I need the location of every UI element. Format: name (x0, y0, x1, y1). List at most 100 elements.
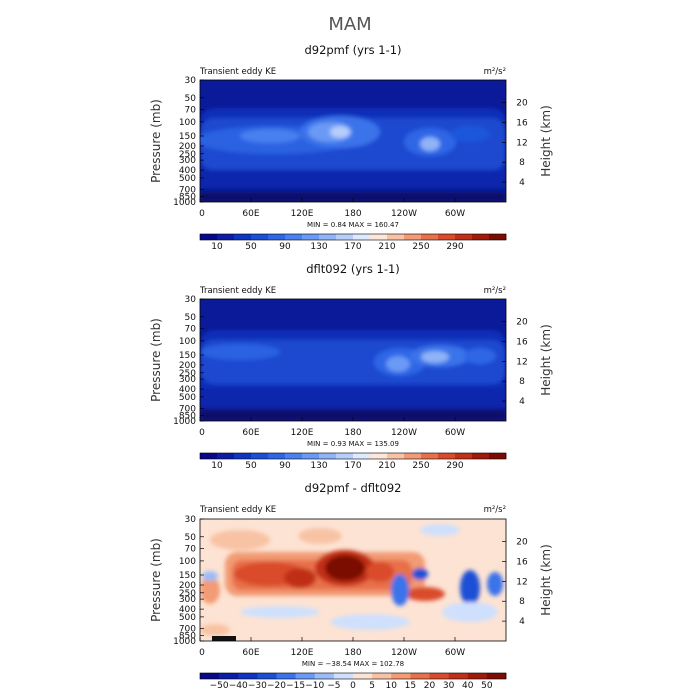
y-axis-label: Pressure (mb) (149, 99, 163, 183)
pressure-tick-label: 30 (185, 295, 197, 305)
panel-2-colorbar: 10 50 90 130 170 210 250 290 (199, 452, 507, 471)
colorbar-swatch (200, 673, 220, 679)
colorbar-label: −5 (327, 681, 340, 691)
colorbar-label: 170 (344, 242, 361, 252)
lon-tick-label: 0 (199, 209, 205, 219)
colorbar-label: 40 (462, 681, 474, 691)
lon-tick-label: 120W (391, 648, 417, 658)
panel-1-colorbar: 10 50 90 130 170 210 250 290 (199, 233, 507, 252)
colorbar-swatch (251, 453, 269, 459)
colorbar-swatch (455, 234, 473, 240)
colorbar-swatch (391, 673, 411, 679)
pressure-tick-label: 50 (185, 533, 197, 543)
pressure-tick-label: 500 (179, 613, 196, 623)
colorbar-label: −50 (210, 681, 229, 691)
colorbar-label: 10 (211, 242, 223, 252)
colorbar-label: 50 (245, 461, 257, 471)
panel-2: dflt092 (yrs 1-1) Transient eddy KE m²/s… (149, 262, 553, 471)
colorbar-swatch (336, 453, 354, 459)
pressure-tick-label: 850 (179, 411, 196, 421)
colorbar-label: 15 (405, 681, 416, 691)
height-tick-label: 16 (516, 557, 528, 567)
colorbar-label: 50 (245, 242, 257, 252)
colorbar-label: 30 (443, 681, 455, 691)
colorbar-swatch (467, 673, 488, 679)
pressure-tick-label: 700 (179, 625, 196, 635)
pressure-tick-label: 300 (179, 156, 196, 166)
lon-tick-label: 120W (391, 209, 417, 219)
pressure-tick-label: 400 (179, 166, 196, 176)
colorbar-swatch (238, 673, 258, 679)
colorbar-swatch (234, 234, 252, 240)
height-tick-label: 4 (519, 178, 525, 188)
height-tick-label: 12 (516, 357, 527, 367)
colorbar-swatch (472, 234, 490, 240)
pressure-tick-label: 30 (185, 76, 197, 86)
colorbar-label: −15 (286, 681, 305, 691)
colorbar-swatch (353, 453, 371, 459)
colorbar-swatch (276, 673, 296, 679)
colorbar-swatch (421, 453, 439, 459)
pressure-tick-label: 150 (179, 571, 196, 581)
colorbar-swatch (319, 453, 337, 459)
colorbar-swatch (404, 234, 422, 240)
pressure-tick-label: 700 (179, 405, 196, 415)
panel-3-colorbar: −50 −40 −30 −20 −15 −10 −5 0 5 10 15 20 30 40 50 (199, 672, 507, 691)
panel-2-plot-area (200, 299, 506, 421)
pressure-tick-label: 150 (179, 351, 196, 361)
colorbar-swatch (421, 234, 439, 240)
colorbar-label: 250 (412, 461, 429, 471)
y-axis-label: Pressure (mb) (149, 538, 163, 622)
pressure-tick-label: 200 (179, 361, 196, 371)
height-tick-label: 8 (519, 158, 525, 168)
colorbar-swatch (387, 453, 405, 459)
lon-tick-label: 60E (242, 428, 259, 438)
colorbar-label: 10 (211, 461, 223, 471)
y-axis-label-right: Height (km) (539, 324, 553, 395)
pressure-tick-label: 300 (179, 595, 196, 605)
panel-3-min-max: MIN = −38.54 MAX = 102.78 (302, 660, 404, 668)
colorbar-label: 0 (350, 681, 356, 691)
colorbar-swatch (295, 673, 316, 679)
pressure-tick-label: 50 (185, 313, 197, 323)
colorbar-label: 20 (424, 681, 436, 691)
colorbar-label: 290 (446, 461, 463, 471)
height-tick-label: 4 (519, 397, 525, 407)
panel-2-min-max: MIN = 0.93 MAX = 135.09 (307, 440, 399, 448)
colorbar-label: −10 (305, 681, 324, 691)
pressure-tick-label: 100 (179, 118, 196, 128)
colorbar-label: 290 (446, 242, 463, 252)
panel-1-min-max: MIN = 0.84 MAX = 160.47 (307, 221, 399, 229)
pressure-tick-label: 850 (179, 192, 196, 202)
height-tick-label: 4 (519, 617, 525, 627)
colorbar-label: 130 (310, 242, 327, 252)
panel-1-left-label: Transient eddy KE (199, 67, 276, 77)
pressure-tick-label: 300 (179, 375, 196, 385)
lon-tick-label: 120E (291, 648, 314, 658)
colorbar-swatch (285, 234, 303, 240)
colorbar-swatch (302, 453, 320, 459)
colorbar-swatch (268, 453, 286, 459)
height-tick-label: 16 (516, 337, 528, 347)
colorbar-swatch (217, 453, 235, 459)
pressure-tick-label: 30 (185, 515, 197, 525)
pressure-tick-label: 500 (179, 174, 196, 184)
colorbar-frame (199, 672, 507, 680)
colorbar-swatch (404, 453, 422, 459)
y-axis-label-right: Height (km) (539, 105, 553, 176)
y-axis-label-right: Height (km) (539, 544, 553, 615)
colorbar-swatch (438, 453, 456, 459)
lon-tick-label: 60W (445, 648, 465, 658)
lon-tick-label: 60E (242, 209, 259, 219)
colorbar-swatch (429, 673, 449, 679)
colorbar-swatch (489, 453, 507, 459)
height-tick-label: 20 (516, 318, 528, 328)
lon-tick-label: 120E (291, 428, 314, 438)
colorbar-swatch (410, 673, 430, 679)
pressure-tick-label: 70 (185, 544, 197, 554)
panel-3-left-label: Transient eddy KE (199, 505, 276, 515)
panel-2-title: dflt092 (yrs 1-1) (306, 262, 400, 276)
